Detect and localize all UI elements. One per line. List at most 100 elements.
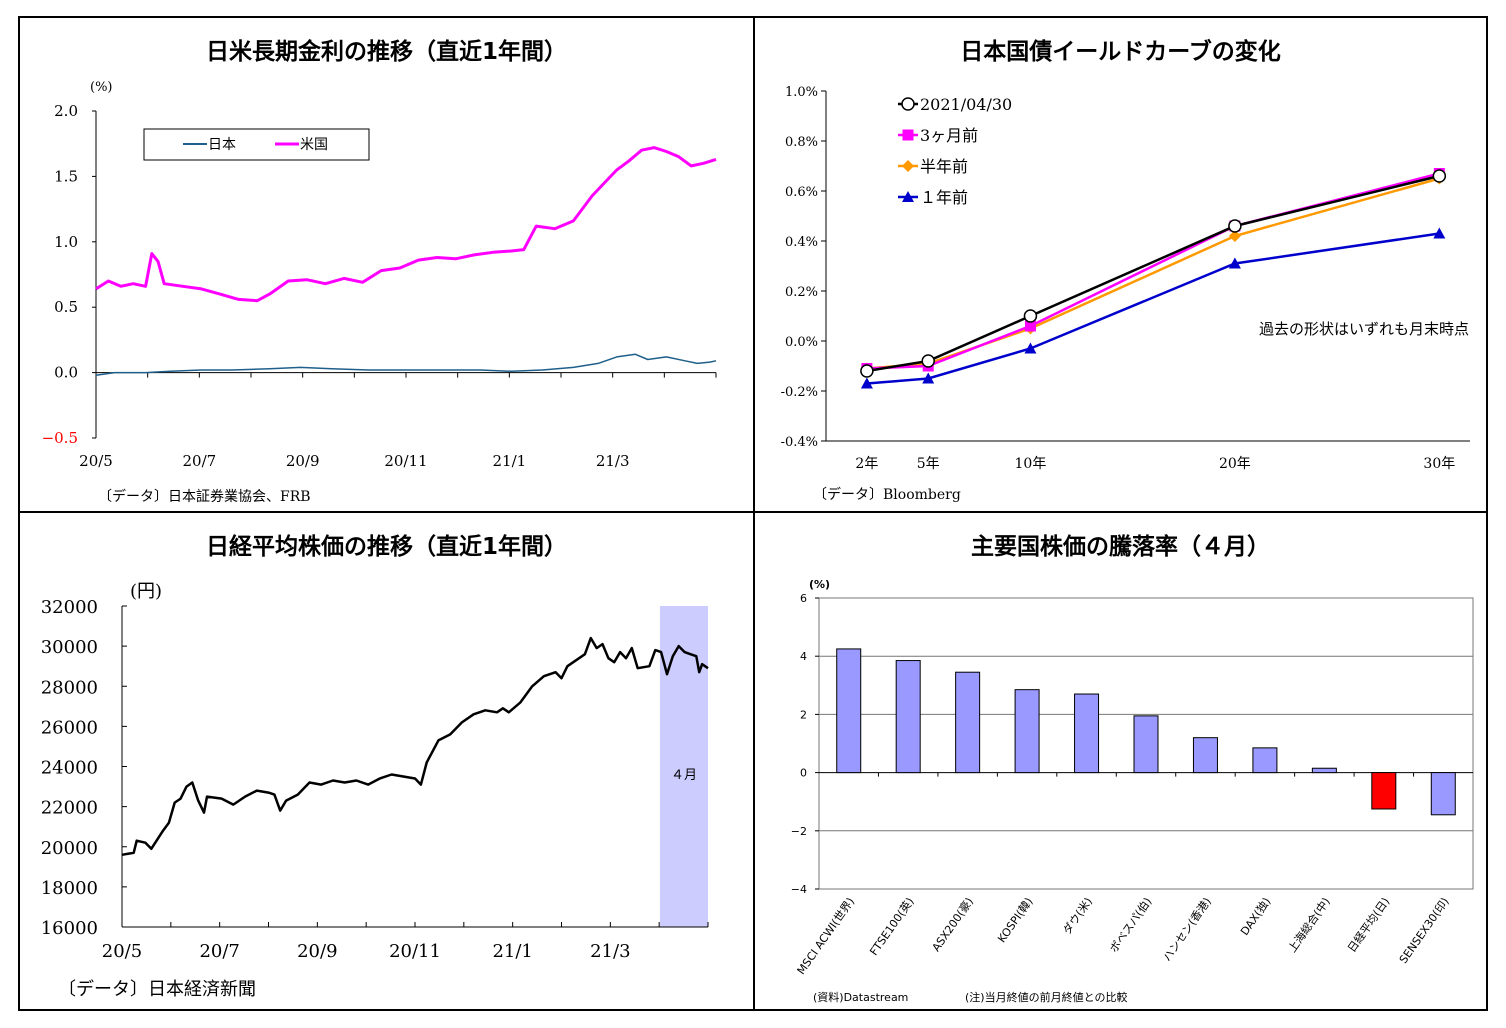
y-tick-label: 0.4% — [785, 235, 818, 250]
x-tick-label: DAX(独) — [1238, 895, 1273, 938]
equity-returns-chart: 6 4 2 0 −2 −4 (%) MSCI ACWI(世界) FTSE100(英) ASX200… — [791, 578, 1474, 977]
legend-marker — [902, 160, 914, 172]
panel-yield-curve: 日本国債イールドカーブの変化 1.0% 0.8% 0.6% 0.4% 0.2% 0.0% -… — [755, 18, 1486, 511]
x-tick-label: 20/9 — [297, 941, 337, 962]
annotation: 過去の形状はいずれも月末時点 — [1259, 320, 1469, 338]
y-tick-label: 2 — [800, 708, 807, 721]
legend-label-japan: 日本 — [208, 137, 236, 153]
y-tick-label: 1.0% — [785, 85, 818, 100]
bar — [836, 648, 862, 774]
y-tick-label: 30000 — [41, 637, 98, 658]
y-axis-label: (%) — [90, 80, 113, 95]
data-point — [1228, 230, 1241, 242]
y-tick-label: 0.5 — [54, 298, 78, 316]
y-tick-label: 22000 — [41, 798, 98, 819]
y-tick-label: 1.0 — [54, 233, 78, 251]
panel-nikkei: 日経平均株価の推移（直近1年間） ４月 (円) 32000 30000 28000 260… — [20, 513, 753, 1009]
y-tick-label: 6 — [800, 592, 807, 605]
x-tick-label: 上海総合(中) — [1285, 895, 1333, 955]
source-note: (資料)Datastream — [813, 991, 909, 1004]
bar — [1371, 772, 1397, 810]
y-tick-label: 1.5 — [54, 167, 78, 185]
y-tick-label: -0.4% — [781, 435, 818, 450]
x-tick-label: SENSEX30(印) — [1397, 895, 1452, 966]
legend-box — [143, 128, 370, 161]
x-tick-label: 20/7 — [182, 452, 216, 470]
x-tick-label: 21/1 — [492, 941, 532, 962]
series-line — [866, 232, 1440, 385]
data-point — [860, 377, 873, 389]
chart-title: 主要国株価の騰落率（４月） — [971, 534, 1270, 560]
x-tick-label: KOSPI(韓) — [995, 895, 1035, 945]
vertical-divider — [753, 16, 755, 1011]
y-tick-label: 4 — [800, 650, 807, 663]
y-tick-label: 0.0% — [785, 335, 818, 350]
rates-chart: (%) 2.0 1.5 1.0 0.5 0.0 −0.520/5 20/7 20/9 20/11 2… — [42, 80, 717, 470]
legend-marker — [902, 191, 914, 202]
x-tick-label: FTSE100(英) — [867, 895, 917, 958]
data-point — [1228, 257, 1241, 269]
x-tick-label: 2年 — [855, 456, 878, 472]
x-tick-label: 20/5 — [102, 941, 142, 962]
legend-label: １年前 — [920, 188, 968, 207]
bar — [1133, 715, 1159, 774]
april-label: ４月 — [671, 768, 697, 783]
y-tick-label: 24000 — [41, 758, 98, 779]
y-axis-label: (円) — [130, 581, 162, 602]
data-point — [1024, 320, 1036, 332]
y-tick-label: 0 — [800, 767, 807, 780]
x-tick-label: 21/3 — [590, 941, 630, 962]
data-point — [1024, 342, 1037, 354]
x-tick-label: ASX200(豪) — [929, 895, 976, 954]
y-tick-label: 0.6% — [785, 185, 818, 200]
y-tick-label: 0.2% — [785, 285, 818, 300]
bar — [955, 671, 981, 774]
y-tick-label: 32000 — [41, 597, 98, 618]
x-tick-label: 20/11 — [389, 941, 441, 962]
legend-label-us: 米国 — [300, 137, 328, 153]
chart-title: 日経平均株価の推移（直近1年間） — [205, 534, 567, 560]
y-axis-label: (%) — [809, 578, 830, 591]
x-tick-label: 20年 — [1219, 456, 1251, 472]
y-tick-label: 26000 — [41, 717, 98, 738]
x-tick-label: 21/1 — [492, 452, 526, 470]
panel-rates: 日米長期金利の推移（直近1年間） (%) 2.0 1.5 1.0 0.5 0.0 −0.5 2… — [20, 18, 753, 511]
y-tick-label: −4 — [791, 883, 807, 896]
x-tick-label: ハンセン(香港) — [1160, 895, 1213, 964]
y-tick-label: 28000 — [41, 677, 98, 698]
x-tick-label: 30年 — [1423, 456, 1455, 472]
bar — [1311, 767, 1337, 774]
nikkei-chart: ４月 (円) 32000 30000 28000 26000 24000 22000 20000… — [41, 581, 709, 962]
x-tick-label: 10年 — [1015, 456, 1047, 472]
x-tick-label: ダウ(米) — [1060, 895, 1095, 937]
data-point — [1433, 227, 1446, 239]
data-point — [921, 354, 935, 368]
x-tick-label: 21/3 — [596, 452, 630, 470]
legend-label: 3ヶ月前 — [920, 126, 978, 145]
source-note: 〔データ〕日本経済新聞 — [58, 979, 256, 1000]
x-tick-label: ボベスパ(伯) — [1106, 895, 1154, 955]
series-line — [121, 636, 709, 857]
x-tick-label: 日経平均(日) — [1345, 895, 1392, 955]
bar — [1430, 772, 1456, 816]
x-tick-label: MSCI ACWI(世界) — [795, 895, 858, 977]
chart-title: 日米長期金利の推移（直近1年間） — [205, 39, 567, 65]
y-tick-label: 20000 — [41, 838, 98, 859]
chart-title: 日本国債イールドカーブの変化 — [960, 39, 1281, 65]
x-tick-label: 5年 — [917, 456, 940, 472]
y-tick-label: 16000 — [41, 918, 98, 939]
y-tick-label: 0.8% — [785, 135, 818, 150]
data-point — [1023, 309, 1038, 323]
bar — [1252, 747, 1278, 774]
data-point — [1228, 219, 1242, 233]
x-tick-label: 20/11 — [384, 452, 427, 470]
panel-equity-returns: 主要国株価の騰落率（４月） 6 4 2 0 −2 −4 (%) MSCI ACWI(世界) FT… — [755, 513, 1486, 1009]
series-line-us — [95, 146, 717, 303]
series-line — [866, 177, 1440, 370]
footnote: (注)当月終値の前月終値との比較 — [965, 991, 1128, 1004]
x-tick-label: 20/5 — [79, 452, 113, 470]
series-line-japan — [95, 353, 717, 376]
data-point — [922, 372, 935, 384]
y-tick-label: 18000 — [41, 878, 98, 899]
y-tick-label: -0.2% — [781, 385, 818, 400]
